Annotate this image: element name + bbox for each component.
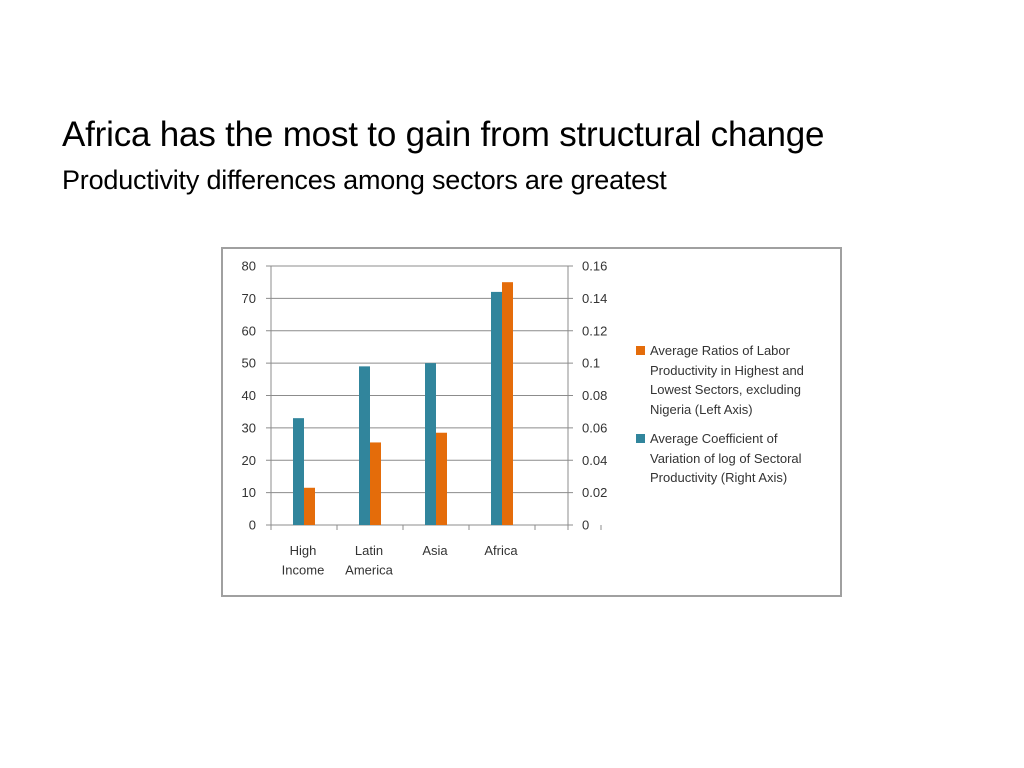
legend-label: Productivity (Right Axis) [650,470,788,485]
right-axis-tick-label: 0.16 [582,259,607,274]
slide-subtitle: Productivity differences among sectors a… [62,165,667,195]
left-axis-tick-label: 20 [242,453,256,468]
bar [304,487,315,525]
bar [425,363,436,525]
category-label: Asia [422,543,448,558]
right-axis-tick-label: 0.1 [582,356,600,371]
legend-swatch [636,346,645,355]
chart-frame [221,247,842,597]
left-axis-tick-label: 50 [242,356,256,371]
right-axis-tick-label: 0.08 [582,388,607,403]
left-axis-tick-label: 60 [242,323,256,338]
legend-label: Average Coefficient of [650,431,778,446]
right-axis-tick-label: 0.12 [582,323,607,338]
left-axis-tick-label: 80 [242,259,256,274]
bar [293,418,304,525]
category-label: Latin [355,543,383,558]
right-axis-tick-label: 0.14 [582,291,607,306]
bar [359,366,370,525]
chart-legend: Average Ratios of Labor Productivity in H… [636,341,836,498]
category-label: Africa [484,543,518,558]
bar [436,432,447,525]
category-label: High [290,543,317,558]
bar [370,442,381,525]
legend-label: Variation of log of Sectoral [650,450,802,466]
category-label: Income [282,563,325,578]
left-axis-tick-label: 0 [249,518,256,533]
legend-label: Nigeria (Left Axis) [650,401,753,417]
legend-label: Lowest Sectors, excluding [650,382,802,397]
slide-title: Africa has the most to gain from structu… [62,115,825,154]
legend-swatch [636,434,645,443]
right-axis-tick-label: 0.02 [582,485,607,500]
legend-item: Average Ratios of Labor Productivity in H… [636,341,836,419]
left-axis-tick-label: 10 [242,485,256,500]
right-axis-tick-label: 0 [582,518,589,533]
right-axis-tick-label: 0.06 [582,420,607,435]
left-axis-tick-label: 30 [242,420,256,435]
bar [491,291,502,525]
left-axis-tick-label: 40 [242,388,256,403]
legend-label: Productivity in Highest and [650,362,804,378]
left-axis-tick-label: 70 [242,291,256,306]
legend-item: Average Coefficient of Variation of log o… [636,429,836,488]
right-axis-tick-label: 0.04 [582,453,607,468]
category-label: America [345,563,393,578]
legend-label: Average Ratios of Labor [650,343,790,358]
bar [502,282,513,525]
